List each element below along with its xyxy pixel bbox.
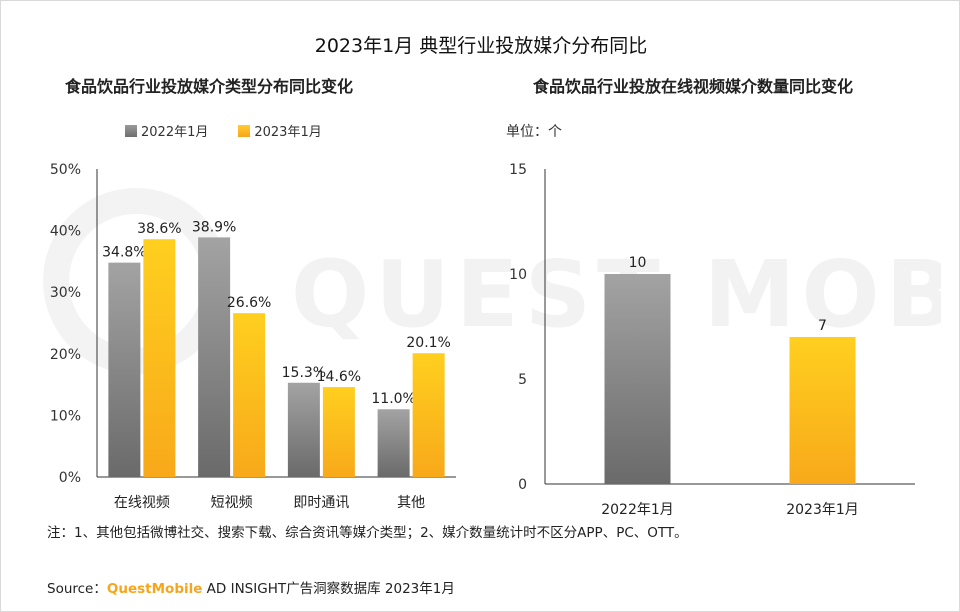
- source-prefix: Source：: [47, 581, 107, 597]
- data-label: 15.3%: [282, 365, 326, 381]
- x-tick-label: 即时通讯: [293, 495, 349, 511]
- source-line: Source：QuestMobile AD INSIGHT广告洞察数据库 202…: [47, 577, 455, 597]
- right-chart-title: 食品饮品行业投放在线视频媒介数量同比变化: [533, 77, 854, 96]
- legend-item-2023: 2023年1月: [238, 121, 322, 140]
- y-tick-label: 10%: [50, 408, 81, 424]
- y-tick-label: 0: [518, 477, 527, 493]
- right-bar-chart: 0 5 10 15 10 2022年1月 7 2023年1月: [509, 162, 915, 518]
- y-tick-label: 15: [509, 162, 527, 178]
- bar-2022: [108, 262, 141, 477]
- y-tick-label: 50%: [50, 162, 81, 178]
- legend-label-2022: 2022年1月: [141, 125, 209, 140]
- y-tick-label: 10: [509, 267, 527, 283]
- legend-label-2023: 2023年1月: [254, 125, 322, 140]
- left-chart-title: 食品饮品行业投放媒介类型分布同比变化: [65, 77, 354, 96]
- y-tick-label: 20%: [50, 347, 81, 363]
- x-tick-label: 2023年1月: [786, 502, 859, 518]
- bar-2023: [322, 387, 355, 477]
- data-label: 10: [629, 255, 647, 271]
- data-label: 26.6%: [227, 295, 271, 311]
- bar-2022: [287, 382, 320, 477]
- legend: 2022年1月 2023年1月: [125, 121, 322, 140]
- left-bar-chart: 0% 10% 20% 30% 40% 50% 34.8% 38.6% 在线视频 38.9% 26.6…: [50, 162, 456, 511]
- legend-swatch-gray: [125, 124, 137, 137]
- data-label: 34.8%: [102, 245, 146, 261]
- y-tick-label: 0%: [59, 470, 81, 486]
- data-label: 38.6%: [137, 221, 181, 237]
- legend-swatch-gold: [238, 124, 251, 137]
- legend-item-2022: 2022年1月: [125, 121, 208, 140]
- bar-2023: [143, 239, 176, 477]
- y-tick-label: 40%: [50, 224, 81, 240]
- page-title: 2023年1月 典型行业投放媒介分布同比: [314, 35, 648, 57]
- unit-label: 单位：个: [506, 124, 562, 140]
- data-label: 20.1%: [406, 335, 450, 351]
- footnote: 注：1、其他包括微博社交、搜索下载、综合资讯等媒介类型；2、媒介数量统计时不区分…: [47, 525, 688, 541]
- bar-2022: [377, 409, 410, 477]
- data-label: 11.0%: [371, 391, 415, 407]
- bar-2023: [412, 353, 445, 477]
- bar-2023: [789, 337, 856, 484]
- bar-2022: [198, 237, 231, 477]
- source-brand: QuestMobile: [106, 581, 203, 597]
- y-tick-label: 30%: [50, 285, 81, 301]
- x-tick-label: 在线视频: [114, 495, 170, 511]
- data-label: 7: [818, 318, 827, 334]
- x-tick-label: 其他: [397, 495, 425, 511]
- x-tick-label: 2022年1月: [601, 502, 674, 518]
- y-tick-label: 5: [518, 372, 527, 388]
- data-label: 38.9%: [192, 219, 236, 235]
- source-rest: AD INSIGHT广告洞察数据库 2023年1月: [202, 581, 455, 597]
- bar-2022: [604, 274, 671, 484]
- bar-2023: [233, 313, 266, 477]
- x-tick-label: 短视频: [211, 495, 253, 511]
- data-label: 14.6%: [317, 369, 361, 385]
